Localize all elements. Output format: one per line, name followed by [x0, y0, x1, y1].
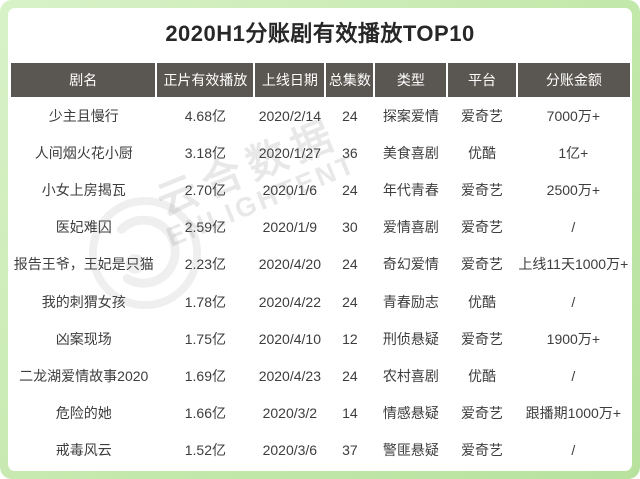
cell-episodes: 12 — [342, 330, 358, 347]
cell-platform: 优酷 — [468, 293, 497, 310]
cell-genre: 情感悬疑 — [382, 405, 439, 422]
table-container: 剧名 正片有效播放 上线日期 总集数 类型 平台 分账金额 少主且慢行 4.68亿 2020/2… — [11, 63, 630, 469]
cell-views: 1.78亿 — [184, 293, 226, 310]
table-row: 凶案现场 1.75亿 2020/4/10 12 刑侦悬疑 爱奇艺 1900万+ — [11, 320, 630, 357]
cell-platform: 爱奇艺 — [461, 405, 504, 422]
table-body: 少主且慢行 4.68亿 2020/2/14 24 探案爱情 爱奇艺 7000万+ 人间烟火花小… — [11, 97, 630, 469]
column-header-episodes: 总集数 — [325, 63, 376, 97]
cell-title: 人间烟火花小厨 — [34, 144, 133, 161]
cell-genre: 警匪悬疑 — [382, 442, 439, 459]
cell-title: 少主且慢行 — [48, 107, 119, 124]
cell-platform: 爱奇艺 — [461, 181, 504, 198]
cell-episodes: 14 — [342, 405, 358, 422]
cell-genre: 爱情喜剧 — [382, 219, 439, 236]
cell-genre: 青春励志 — [382, 293, 439, 310]
cell-platform: 爱奇艺 — [461, 107, 504, 124]
table-row: 小女上房揭瓦 2.70亿 2020/1/6 24 年代青春 爱奇艺 2500万+ — [11, 171, 630, 208]
cell-views: 4.68亿 — [184, 107, 226, 124]
cell-views: 2.23亿 — [184, 256, 226, 273]
cell-episodes: 37 — [342, 442, 358, 459]
cell-genre: 探案爱情 — [382, 107, 439, 124]
cell-episodes: 24 — [342, 293, 358, 310]
table-row: 报告王爷，王妃是只猫 2.23亿 2020/4/20 24 奇幻爱情 爱奇艺 上线11天10… — [11, 246, 630, 283]
table-row: 戒毒风云 1.52亿 2020/3/6 37 警匪悬疑 爱奇艺 / — [11, 432, 630, 469]
column-header-platform: 平台 — [447, 63, 518, 97]
cell-views: 2.70亿 — [184, 181, 226, 198]
cell-revenue: 上线11天1000万+ — [518, 256, 629, 273]
cell-views: 1.52亿 — [184, 442, 226, 459]
cell-platform: 爱奇艺 — [461, 442, 504, 459]
cell-episodes: 30 — [342, 219, 358, 236]
cell-revenue: 2500万+ — [546, 181, 600, 198]
table-row: 二龙湖爱情故事2020 1.69亿 2020/4/23 24 农村喜剧 优酷 / — [11, 357, 630, 394]
table-row: 医妃难囚 2.59亿 2020/1/9 30 爱情喜剧 爱奇艺 / — [11, 209, 630, 246]
cell-views: 1.69亿 — [184, 367, 226, 384]
table-row: 我的刺猬女孩 1.78亿 2020/4/22 24 青春励志 优酷 / — [11, 283, 630, 320]
cell-title: 我的刺猬女孩 — [41, 293, 126, 310]
cell-title: 凶案现场 — [55, 330, 112, 347]
cell-genre: 美食喜剧 — [382, 144, 439, 161]
cell-views: 1.75亿 — [184, 330, 226, 347]
cell-views: 2.59亿 — [184, 219, 226, 236]
cell-title: 报告王爷，王妃是只猫 — [13, 256, 154, 273]
cell-episodes: 24 — [342, 181, 358, 198]
cell-revenue: / — [571, 293, 576, 310]
table-row: 人间烟火花小厨 3.18亿 2020/1/27 36 美食喜剧 优酷 1亿+ — [11, 134, 630, 171]
cell-date: 2020/2/14 — [258, 107, 321, 124]
cell-revenue: / — [571, 442, 576, 459]
cell-date: 2020/1/9 — [262, 219, 318, 236]
cell-revenue: 1900万+ — [546, 330, 600, 347]
cell-date: 2020/4/23 — [258, 367, 321, 384]
cell-revenue: 7000万+ — [546, 107, 600, 124]
cell-revenue: / — [571, 367, 576, 384]
top10-table: 剧名 正片有效播放 上线日期 总集数 类型 平台 分账金额 少主且慢行 4.68亿 2020/2… — [11, 63, 630, 469]
cell-title: 小女上房揭瓦 — [41, 181, 126, 198]
cell-title: 医妃难囚 — [55, 219, 112, 236]
cell-platform: 优酷 — [468, 367, 497, 384]
page-title: 2020H1分账剧有效播放TOP10 — [165, 21, 475, 46]
cell-episodes: 24 — [342, 107, 358, 124]
cell-revenue: 1亿+ — [558, 144, 589, 161]
cell-revenue: / — [571, 219, 576, 236]
cell-date: 2020/4/22 — [258, 293, 321, 310]
cell-date: 2020/4/20 — [258, 256, 321, 273]
cell-platform: 优酷 — [468, 144, 497, 161]
cell-title: 危险的她 — [55, 405, 112, 422]
cell-date: 2020/4/10 — [258, 330, 321, 347]
cell-title: 戒毒风云 — [55, 442, 112, 459]
table-row: 少主且慢行 4.68亿 2020/2/14 24 探案爱情 爱奇艺 7000万+ — [11, 97, 630, 134]
cell-episodes: 24 — [342, 256, 358, 273]
cell-platform: 爱奇艺 — [461, 256, 504, 273]
cell-title: 二龙湖爱情故事2020 — [19, 367, 149, 384]
column-header-revenue: 分账金额 — [516, 63, 630, 97]
cell-genre: 年代青春 — [382, 181, 439, 198]
table-row: 危险的她 1.66亿 2020/3/2 14 情感悬疑 爱奇艺 跟播期1000万+ — [11, 395, 630, 432]
cell-date: 2020/1/27 — [258, 144, 321, 161]
column-header-views: 正片有效播放 — [156, 63, 256, 97]
table-header-row: 剧名 正片有效播放 上线日期 总集数 类型 平台 分账金额 — [11, 63, 630, 97]
cell-revenue: 跟播期1000万+ — [525, 405, 621, 422]
cell-date: 2020/3/6 — [262, 442, 318, 459]
column-header-genre: 类型 — [374, 63, 449, 97]
cell-genre: 农村喜剧 — [382, 367, 439, 384]
cell-date: 2020/1/6 — [262, 181, 318, 198]
column-header-title: 剧名 — [11, 63, 158, 97]
cell-genre: 刑侦悬疑 — [382, 330, 439, 347]
column-header-date: 上线日期 — [254, 63, 327, 97]
cell-date: 2020/3/2 — [262, 405, 318, 422]
cell-views: 3.18亿 — [184, 144, 226, 161]
cell-platform: 爱奇艺 — [461, 330, 504, 347]
cell-episodes: 36 — [342, 144, 358, 161]
cell-platform: 爱奇艺 — [461, 219, 504, 236]
cell-genre: 奇幻爱情 — [382, 256, 439, 273]
card: 2020H1分账剧有效播放TOP10 剧名 正片有效播放 上线日期 总集数 类型 平台 分账… — [8, 8, 632, 471]
cell-episodes: 24 — [342, 367, 358, 384]
cell-views: 1.66亿 — [184, 405, 226, 422]
